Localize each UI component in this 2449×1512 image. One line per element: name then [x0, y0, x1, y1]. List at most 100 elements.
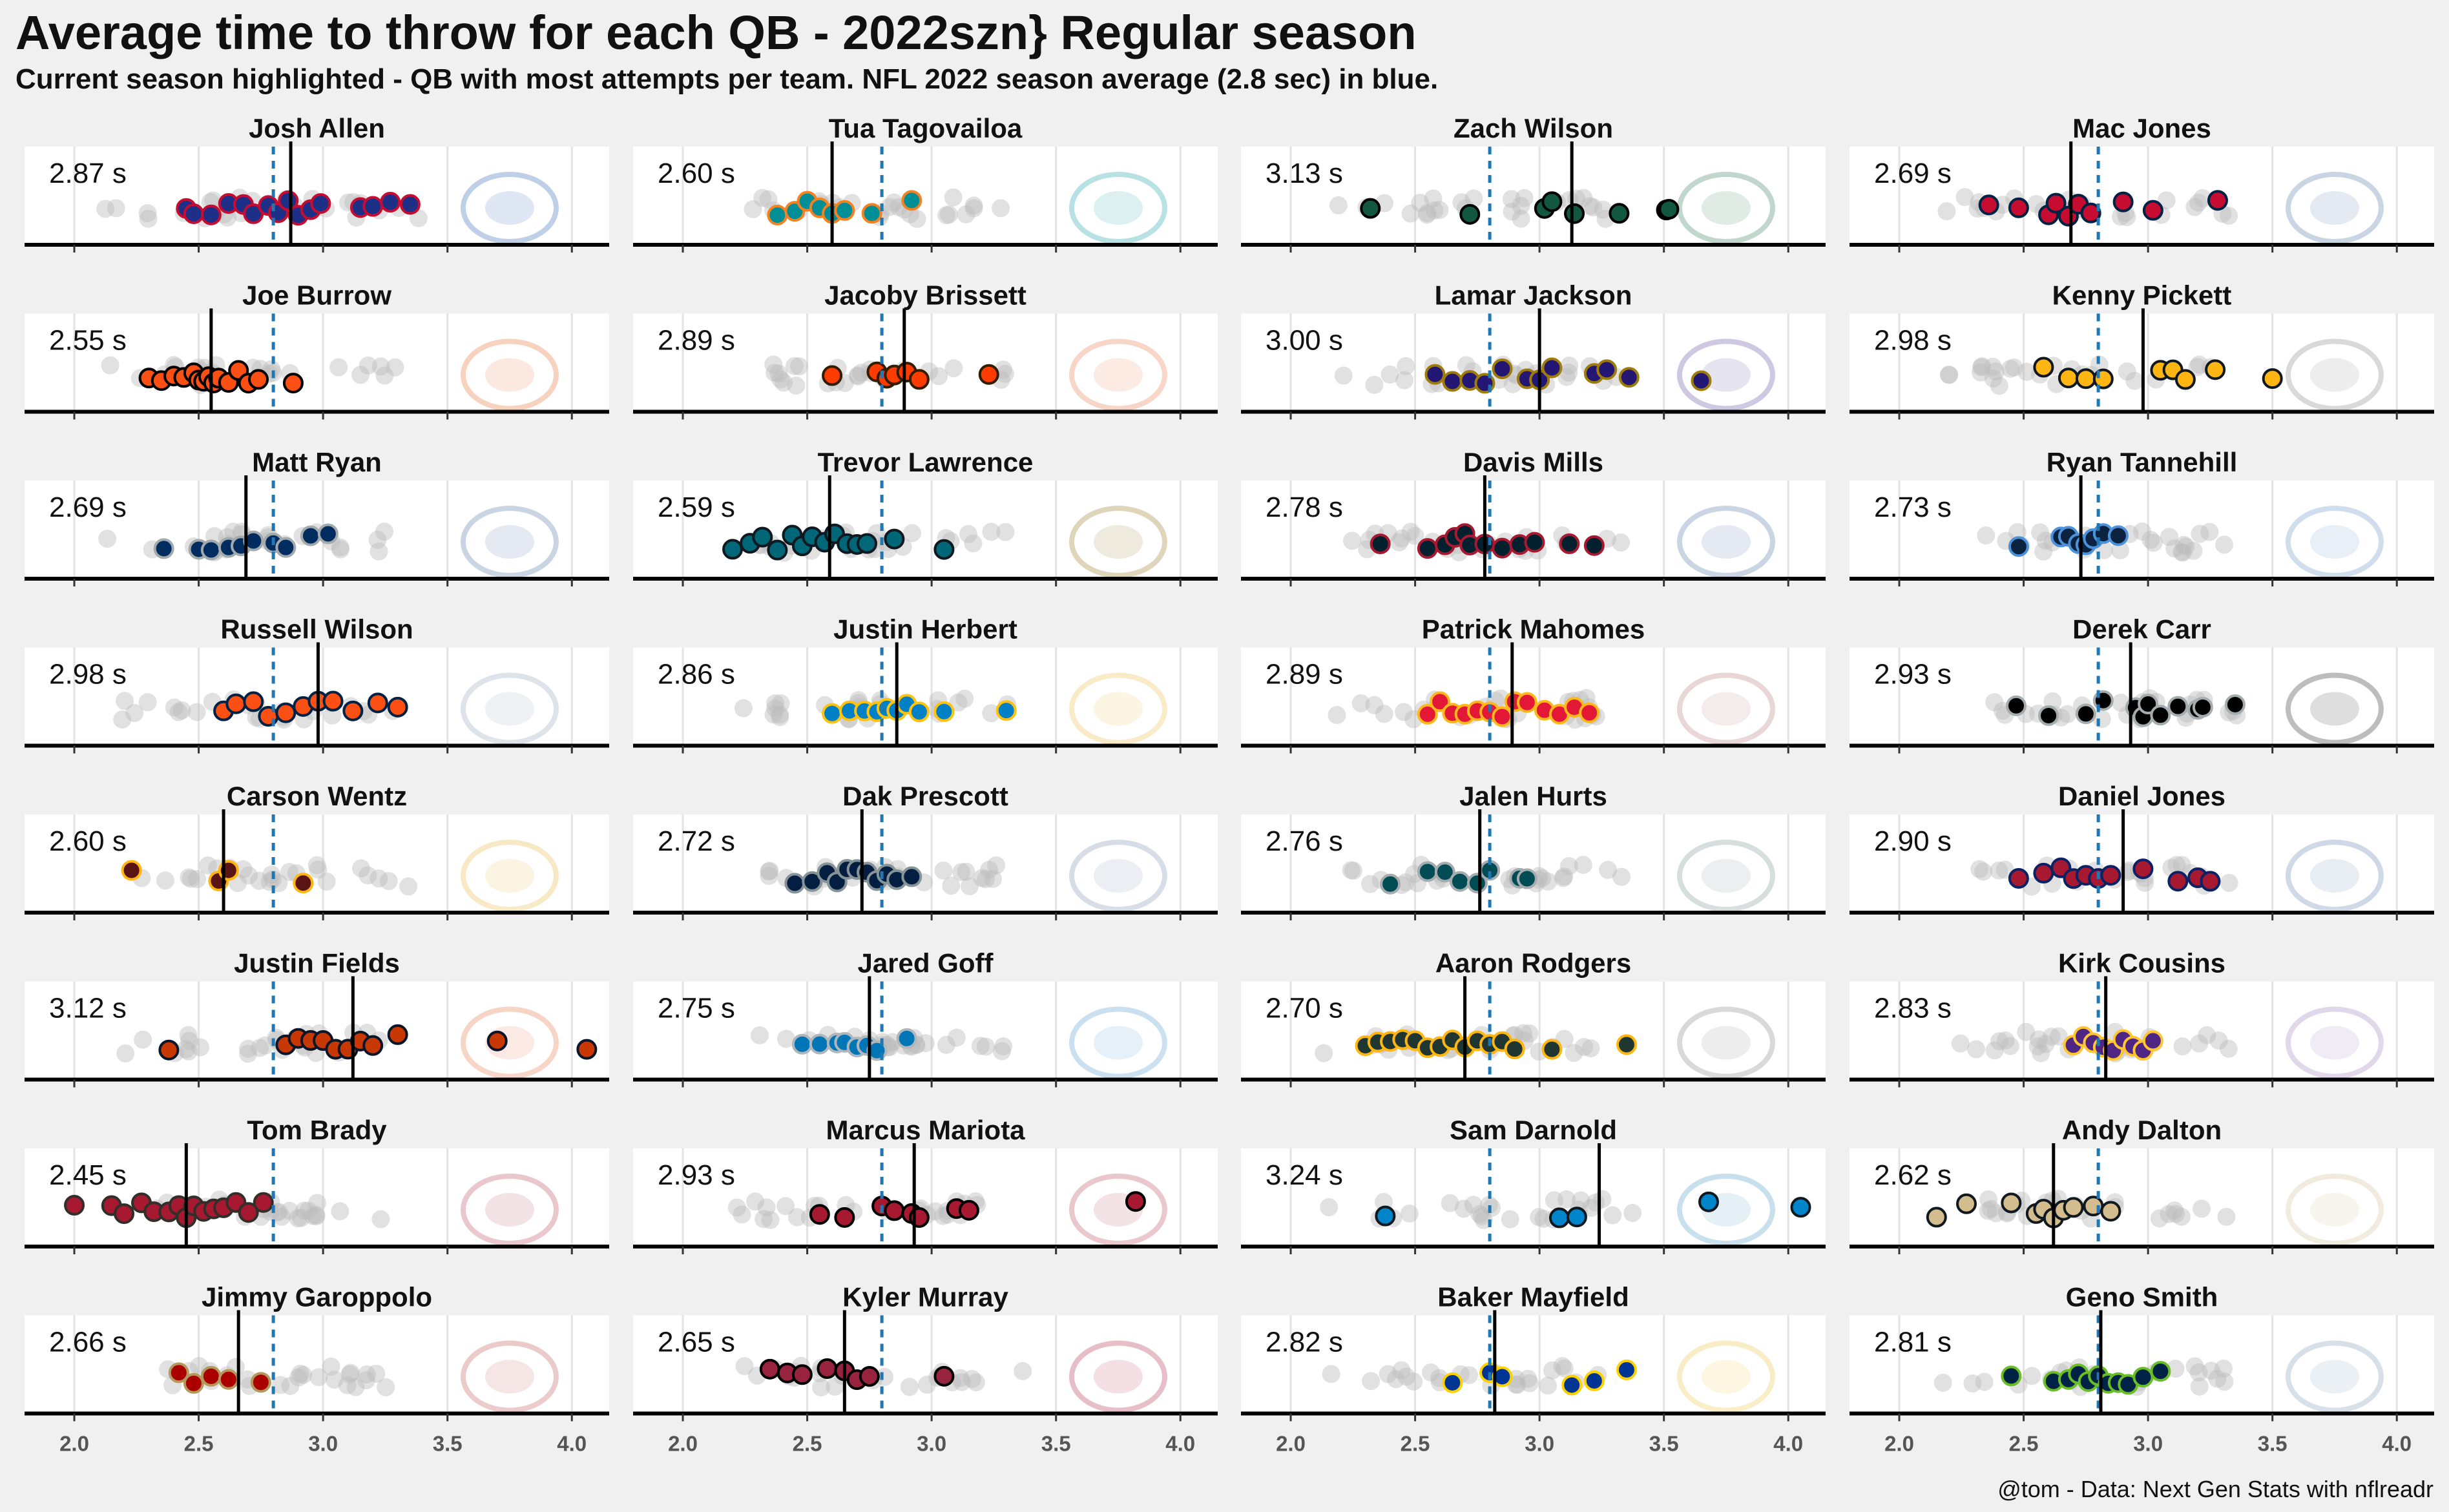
qb-throw-point [859, 1366, 880, 1387]
context-point [1457, 356, 1475, 375]
context-point [761, 1210, 780, 1229]
context-point [2173, 1037, 2192, 1056]
context-point [2176, 537, 2195, 556]
qb-throw-point [2038, 705, 2059, 726]
context-point [96, 200, 115, 218]
context-point [1975, 1372, 1994, 1391]
context-point [1565, 1044, 1583, 1062]
qb-throw-point [1380, 873, 1401, 895]
facet-title: Andy Dalton [2062, 1115, 2222, 1145]
qb-throw-point [2080, 202, 2101, 223]
context-point [917, 1375, 936, 1394]
context-point [1533, 869, 1552, 887]
context-point [1512, 196, 1530, 215]
facet-panel: Dak Prescott 2.72 s [633, 781, 1218, 920]
qb-throw-point [2142, 200, 2163, 221]
x-tick-label: 4.0 [2382, 1432, 2412, 1456]
qb-throw-point [1691, 370, 1712, 391]
context-point [1472, 1207, 1491, 1226]
panel-background [633, 147, 1218, 245]
qb-throw-point [2207, 190, 2228, 211]
context-point [757, 1198, 776, 1217]
qb-throw-point [822, 703, 843, 724]
context-point [399, 877, 418, 896]
dolphin-icon [1068, 172, 1167, 244]
context-point [2193, 1199, 2211, 1218]
panel-background [1241, 147, 1826, 245]
context-point [2049, 1027, 2068, 1046]
qb-average-label: 2.86 s [658, 659, 735, 690]
context-point [902, 524, 921, 543]
ravens-icon [1676, 338, 1775, 411]
qb-average-label: 3.12 s [49, 993, 127, 1024]
context-point [963, 1370, 981, 1389]
context-point [1539, 872, 1558, 891]
context-point [771, 370, 790, 389]
context-point [1395, 371, 1414, 389]
qb-average-label: 2.93 s [1874, 659, 1952, 690]
titans-icon [2285, 506, 2384, 578]
panel-background [1850, 1148, 2434, 1247]
x-tick-label: 3.0 [1525, 1432, 1554, 1456]
qb-throw-point [1449, 871, 1470, 892]
facet-panel: Mac Jones 2.69 s [1850, 113, 2434, 253]
context-point [1553, 1357, 1572, 1376]
context-point [346, 1378, 365, 1396]
context-point [1599, 860, 1618, 879]
context-point [309, 860, 328, 879]
context-point [952, 1372, 971, 1391]
buffalo-icon [460, 172, 559, 244]
context-point [113, 710, 132, 729]
panel-background [1850, 1315, 2434, 1414]
context-point [1574, 856, 1592, 875]
qb-throw-point [1548, 1207, 1570, 1228]
facet-panel: Geno Smith 2.81 s 2.0 2.5 3.0 3.5 4.0 [1850, 1282, 2434, 1456]
facet-panel: Joe Burrow 2.55 s [25, 280, 609, 420]
context-point [386, 358, 404, 377]
context-point [2209, 1031, 2228, 1050]
context-point [1984, 369, 2003, 388]
qb-throw-point [901, 866, 922, 887]
context-point [787, 1208, 806, 1227]
qb-throw-point [2001, 1192, 2022, 1214]
context-point [1970, 860, 1989, 878]
qb-average-label: 2.89 s [1266, 659, 1343, 690]
qb-throw-point [1596, 359, 1618, 380]
context-point [2133, 522, 2152, 541]
qb-throw-point [183, 1372, 204, 1394]
qb-throw-point [2058, 368, 2079, 389]
qb-throw-point [722, 539, 744, 560]
qb-throw-point [1541, 191, 1563, 212]
browns-icon [1068, 338, 1167, 411]
qb-throw-point [153, 538, 174, 559]
context-point [2174, 535, 2193, 554]
context-point [2173, 856, 2191, 875]
qb-average-label: 2.93 s [658, 1159, 735, 1191]
qb-throw-point [791, 1364, 813, 1385]
context-point [880, 198, 899, 216]
context-point [1555, 867, 1574, 886]
context-point [2185, 1357, 2204, 1376]
context-point [138, 693, 157, 712]
qb-throw-point [2008, 867, 2029, 889]
context-point [1396, 873, 1415, 892]
context-point [1464, 1196, 1483, 1214]
context-point [951, 1369, 970, 1387]
context-point [291, 1364, 309, 1383]
context-point [307, 856, 326, 875]
context-point [1417, 205, 1436, 224]
qb-throw-point [1424, 364, 1446, 385]
qb-throw-point [2192, 696, 2213, 718]
context-point [987, 856, 1006, 875]
qb-throw-point [183, 203, 204, 224]
facet-title: Lamar Jackson [1435, 280, 1632, 311]
context-point [1344, 862, 1362, 880]
panel-background [25, 981, 609, 1080]
context-point [1530, 1208, 1548, 1227]
context-point [1933, 1373, 1952, 1392]
qb-throw-point [1583, 1370, 1605, 1391]
qb-throw-point [1616, 1034, 1637, 1055]
context-point [377, 1378, 395, 1396]
context-point [1483, 1199, 1501, 1217]
qb-average-label: 2.65 s [658, 1327, 735, 1358]
